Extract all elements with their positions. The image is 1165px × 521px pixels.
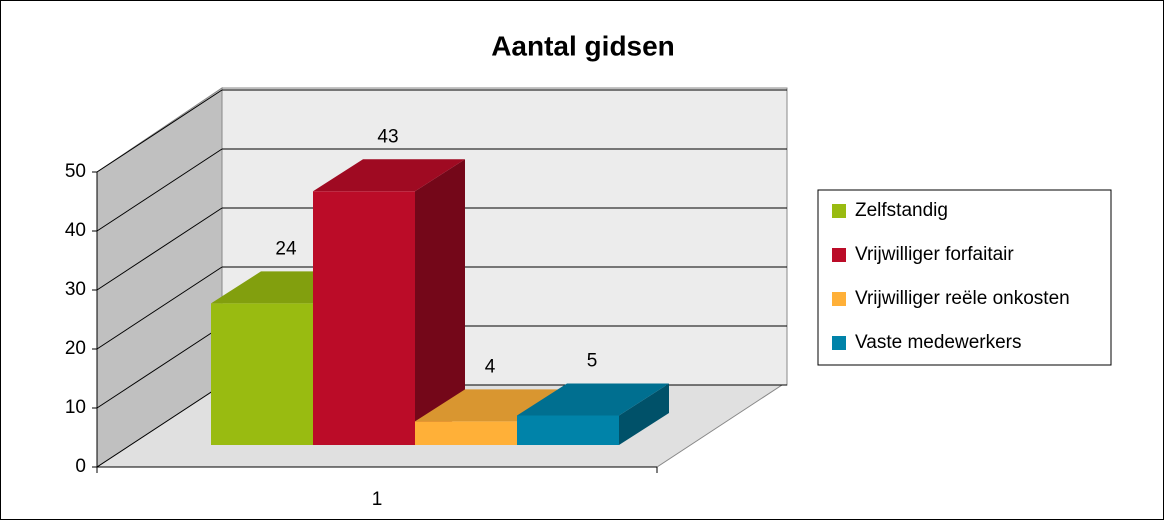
legend-swatch bbox=[832, 292, 846, 306]
bar bbox=[517, 415, 619, 445]
grid-line bbox=[96, 89, 223, 173]
legend-swatch bbox=[832, 336, 846, 350]
legend-label: Vaste medewerkers bbox=[855, 332, 1022, 353]
x-tick-label: 1 bbox=[372, 489, 383, 510]
y-tick-label: 10 bbox=[65, 397, 86, 418]
data-label: 43 bbox=[377, 126, 398, 147]
data-label: 5 bbox=[587, 351, 598, 372]
data-label: 24 bbox=[275, 238, 297, 259]
bar-side bbox=[415, 159, 465, 446]
legend-label: Zelfstandig bbox=[855, 200, 948, 221]
legend-swatch bbox=[832, 204, 846, 218]
y-tick-label: 0 bbox=[75, 456, 86, 477]
bar-top bbox=[517, 383, 669, 416]
y-tick-label: 20 bbox=[65, 338, 86, 359]
grid-line bbox=[96, 325, 223, 409]
grid-line bbox=[96, 266, 223, 350]
grid-line bbox=[96, 148, 223, 232]
y-tick-label: 30 bbox=[65, 279, 86, 300]
bar-side bbox=[619, 383, 669, 445]
y-tick-label: 50 bbox=[65, 161, 86, 182]
data-label: 4 bbox=[485, 356, 496, 377]
legend bbox=[817, 189, 1112, 366]
chart-title: Aantal gidsen bbox=[491, 30, 675, 61]
bar bbox=[415, 421, 517, 445]
legend-label: Vrijwilliger reële onkosten bbox=[855, 288, 1070, 309]
grid-line bbox=[96, 207, 223, 291]
legend-label: Vrijwilliger forfaitair bbox=[855, 244, 1014, 265]
y-tick-label: 40 bbox=[65, 220, 86, 241]
bar-top bbox=[313, 159, 465, 192]
grid-line bbox=[96, 384, 223, 468]
legend-swatch bbox=[832, 248, 846, 262]
bar bbox=[313, 191, 415, 445]
bar bbox=[211, 303, 313, 445]
